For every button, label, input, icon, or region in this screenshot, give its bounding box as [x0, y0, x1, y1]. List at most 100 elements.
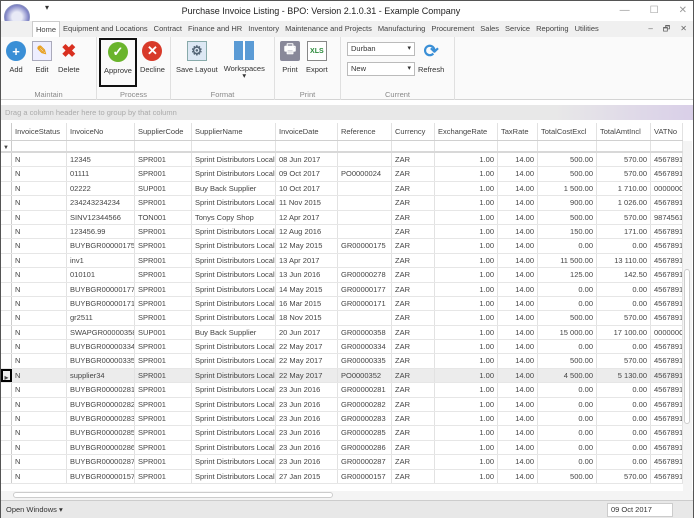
tab-sales[interactable]: Sales — [480, 24, 500, 33]
print-button[interactable]: 🖶 Print — [277, 39, 303, 81]
table-row[interactable]: N BUYBGR00000335 SPR001 Sprint Distributors… — [1, 354, 683, 369]
workspaces-button[interactable]: Workspaces ▾ — [221, 39, 268, 81]
tab-utilities[interactable]: Utilities — [574, 24, 599, 33]
row-indicator[interactable]: ▸ — [1, 368, 12, 383]
row-indicator[interactable] — [1, 426, 12, 440]
table-row[interactable]: N BUYBGR00000171 SPR001 Sprint Distributors… — [1, 296, 683, 312]
table-row[interactable]: N BUYBGR00000281 SPR001 Sprint Distributors… — [1, 383, 683, 398]
table-row[interactable]: N BUYBGR00000157 SPR001 Sprint Distributors… — [1, 469, 683, 484]
row-indicator[interactable] — [1, 354, 12, 368]
column-header-taxrate[interactable]: TaxRate — [498, 123, 538, 140]
row-indicator[interactable] — [1, 181, 12, 196]
edit-button[interactable]: ✎ Edit — [29, 39, 55, 81]
row-indicator[interactable] — [1, 167, 12, 181]
table-row[interactable]: N BUYBGR00000175 SPR001 Sprint Distributors… — [1, 239, 683, 254]
column-header-vatno[interactable]: VATNo — [651, 123, 683, 140]
tab-reporting[interactable]: Reporting — [536, 24, 569, 33]
export-button[interactable]: XLS Export — [303, 39, 331, 81]
open-windows-button[interactable]: Open Windows ▾ — [6, 505, 63, 514]
table-row[interactable]: N BUYBGR00000334 SPR001 Sprint Distributors… — [1, 340, 683, 355]
row-indicator[interactable] — [1, 412, 12, 426]
table-row[interactable]: N 010101 SPR001 Sprint Distributors Local 13… — [1, 268, 683, 283]
refresh-button[interactable]: ⟳ Refresh — [418, 40, 445, 75]
group-by-panel[interactable]: Drag a column header here to group by th… — [1, 105, 693, 120]
quick-access-dropdown[interactable]: ▾ — [45, 3, 50, 12]
maximize-button[interactable]: ☐ — [649, 5, 659, 16]
table-row[interactable]: N BUYBGR00000287 SPR001 Sprint Distributors… — [1, 455, 683, 470]
table-row[interactable]: N BUYBGR00000282 SPR001 Sprint Distributors… — [1, 397, 683, 413]
filter-cell-vatno[interactable] — [651, 141, 683, 151]
table-row[interactable]: N SINV12344566 TON001 Tonys Copy Shop 12 Apr… — [1, 210, 683, 225]
column-header-invoicedate[interactable]: InvoiceDate — [276, 123, 338, 140]
filter-cell-exchangerate[interactable] — [435, 141, 498, 151]
row-indicator[interactable] — [1, 253, 12, 268]
row-indicator[interactable] — [1, 325, 12, 340]
tab-inventory[interactable]: Inventory — [248, 24, 280, 33]
restore-button[interactable]: 🗗 — [662, 24, 671, 33]
column-header-suppliername[interactable]: SupplierName — [192, 123, 276, 140]
row-indicator[interactable] — [1, 383, 12, 397]
table-row[interactable]: N BUYBGR00000286 SPR001 Sprint Distributors… — [1, 440, 683, 456]
table-row[interactable]: N 01111 SPR001 Sprint Distributors Local 09 … — [1, 167, 683, 182]
column-header-totalcostexcl[interactable]: TotalCostExcl — [538, 123, 597, 140]
tab-service[interactable]: Service — [505, 24, 531, 33]
table-row[interactable]: N SWAPGR00000358 SUP001 Buy Back Supplier 20… — [1, 325, 683, 341]
table-row[interactable]: N BUYBGR00000285 SPR001 Sprint Distributors… — [1, 426, 683, 441]
row-indicator[interactable] — [1, 210, 12, 224]
site-select[interactable]: Durban — [347, 42, 415, 56]
filter-cell-currency[interactable] — [392, 141, 435, 151]
horizontal-scroll-thumb[interactable] — [13, 492, 333, 498]
date-field[interactable]: 09 Oct 2017 — [607, 503, 673, 517]
vertical-scroll-thumb[interactable] — [684, 269, 690, 424]
filter-cell-invoicedate[interactable] — [276, 141, 338, 151]
tab-procurement[interactable]: Procurement — [431, 24, 475, 33]
filter-cell-invoiceno[interactable] — [67, 141, 135, 151]
row-indicator[interactable] — [1, 153, 12, 167]
table-row[interactable]: N 02222 SUP001 Buy Back Supplier 10 Oct 2017… — [1, 181, 683, 197]
row-indicator[interactable] — [1, 239, 12, 253]
row-indicator[interactable] — [1, 282, 12, 296]
row-indicator[interactable] — [1, 268, 12, 282]
tab-finance-and-hr[interactable]: Finance and HR — [188, 24, 243, 33]
column-header-totalamtincl[interactable]: TotalAmtIncl — [597, 123, 651, 140]
decline-button[interactable]: ✕ Decline — [139, 41, 165, 74]
table-row[interactable]: N 123456.99 SPR001 Sprint Distributors Loca… — [1, 224, 683, 240]
row-indicator[interactable] — [1, 224, 12, 239]
tab-contract[interactable]: Contract — [153, 24, 183, 33]
row-indicator[interactable] — [1, 397, 12, 412]
minimize-button[interactable]: — — [619, 5, 630, 16]
filter-cell-totalcostexcl[interactable] — [538, 141, 597, 151]
approve-button[interactable]: ✓ Approve — [99, 38, 137, 87]
table-row[interactable]: N BUYBGR00000283 SPR001 Sprint Distributors… — [1, 412, 683, 427]
row-indicator[interactable] — [1, 296, 12, 311]
row-indicator[interactable] — [1, 311, 12, 325]
row-indicator[interactable] — [1, 340, 12, 354]
close-button[interactable]: ✕ — [678, 5, 687, 16]
tab-home[interactable]: Home — [32, 21, 61, 37]
row-indicator[interactable] — [1, 469, 12, 483]
column-header-invoiceno[interactable]: InvoiceNo — [67, 123, 135, 140]
row-indicator[interactable] — [1, 440, 12, 455]
tab-maintenance-and-projects[interactable]: Maintenance and Projects — [285, 24, 372, 33]
mdi-close-button[interactable]: ✕ — [680, 24, 687, 33]
save-layout-button[interactable]: ⚙ Save Layout — [176, 41, 218, 74]
tab-equipment-and-locations[interactable]: Equipment and Locations — [63, 24, 148, 33]
filter-cell-invoicestatus[interactable] — [12, 141, 67, 151]
filter-cell-suppliercode[interactable] — [135, 141, 192, 151]
filter-cell-suppliername[interactable] — [192, 141, 276, 151]
filter-icon[interactable]: ▼ — [1, 141, 12, 151]
table-row[interactable]: N BUYBGR00000177 SPR001 Sprint Distributors… — [1, 282, 683, 297]
horizontal-scrollbar[interactable] — [1, 491, 693, 500]
filter-cell-taxrate[interactable] — [498, 141, 538, 151]
status-select[interactable]: New — [347, 62, 415, 76]
row-indicator[interactable] — [1, 196, 12, 210]
column-header-currency[interactable]: Currency — [392, 123, 435, 140]
ribbon-minimize-button[interactable]: – — [648, 24, 653, 33]
add-button[interactable]: + Add — [3, 39, 29, 81]
filter-cell-totalamtincl[interactable] — [597, 141, 651, 151]
delete-button[interactable]: ✖ Delete — [58, 40, 80, 75]
column-header-suppliercode[interactable]: SupplierCode — [135, 123, 192, 140]
